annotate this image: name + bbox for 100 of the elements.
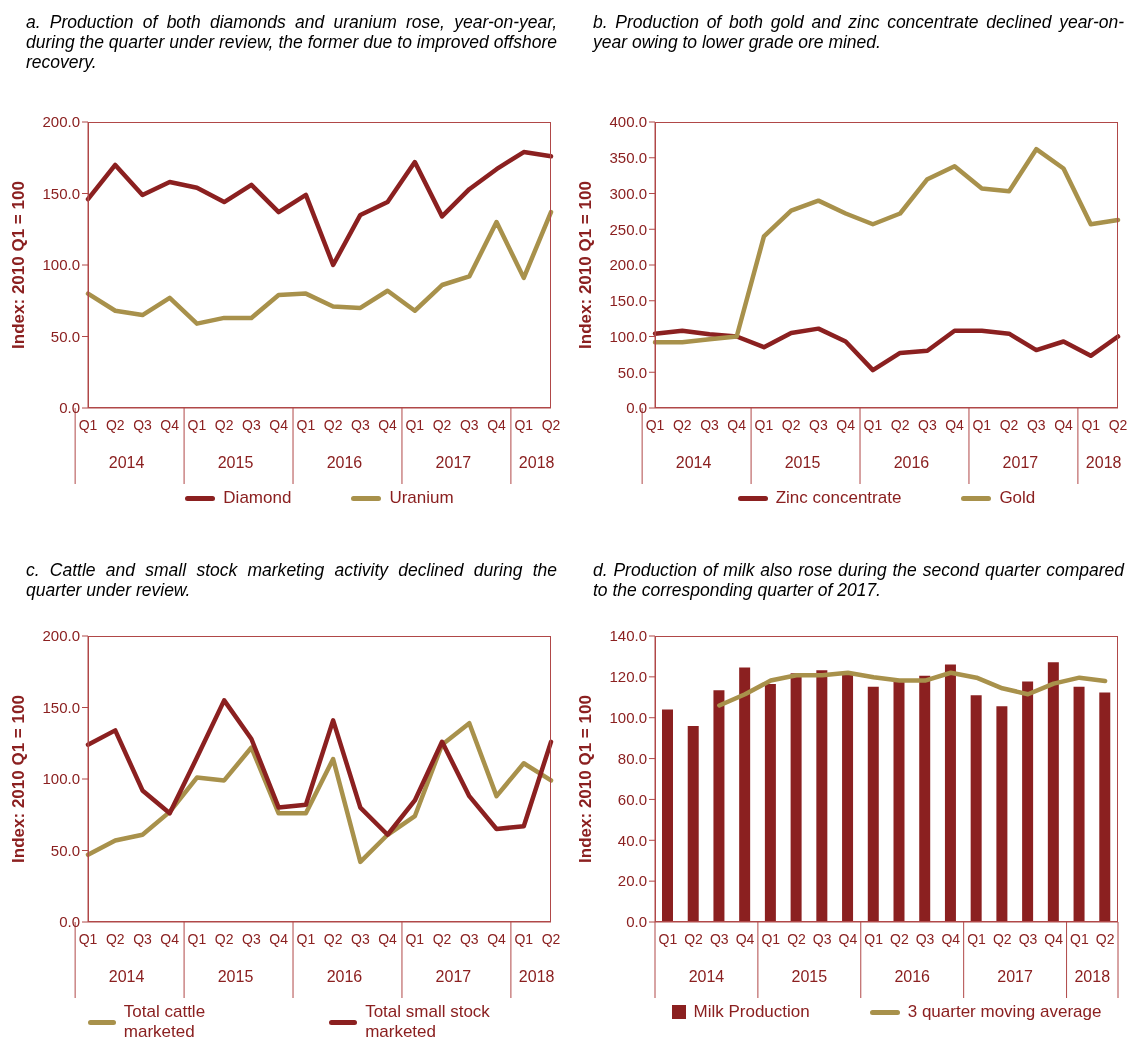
text: 2017 bbox=[997, 968, 1034, 985]
x-tick-label: Q3 bbox=[133, 931, 153, 947]
y-tick-label: 150.0 bbox=[42, 698, 80, 716]
text: 2018 bbox=[518, 454, 555, 471]
x-tick-label: Q2 bbox=[323, 931, 343, 947]
x-tick-label: Q2 bbox=[323, 417, 343, 433]
y-tick-label: 100.0 bbox=[42, 256, 80, 274]
legend-label: Gold bbox=[999, 488, 1036, 508]
x-tick-label: Q3 bbox=[242, 931, 261, 947]
x-tick-label: Q2 bbox=[214, 417, 234, 433]
text: 2015 bbox=[784, 454, 821, 471]
x-tick-label: Q4 bbox=[269, 931, 289, 947]
x-tick-label: Q1 bbox=[405, 931, 425, 947]
x-tick-label: Q1 bbox=[761, 931, 781, 947]
x-tick-label: Q4 bbox=[378, 417, 398, 433]
text: 2017 bbox=[435, 968, 472, 985]
chart-title: d. Production of milk also rose during the second quarter compared to the corresponding quarter of 2017. bbox=[592, 559, 1126, 602]
x-tick-label: Q3 bbox=[709, 931, 729, 947]
x-tick-label: Q2 bbox=[105, 417, 125, 433]
x-tick-label: Q2 bbox=[890, 417, 910, 433]
x-tick-label: Q1 bbox=[78, 931, 98, 947]
x-tick-label: Q2 bbox=[541, 931, 561, 947]
text: 2018 bbox=[1085, 454, 1122, 471]
x-tick-label: Q1 bbox=[78, 417, 98, 433]
x-tick-label: Q3 bbox=[1018, 931, 1038, 947]
x-tick-label: Q2 bbox=[1108, 417, 1128, 433]
text: 2015 bbox=[217, 454, 254, 471]
y-tick-label: 150.0 bbox=[609, 292, 647, 310]
x-tick-label: Q2 bbox=[105, 931, 125, 947]
legend-label: Milk Production bbox=[693, 1002, 810, 1022]
chart-title: a. Production of both diamonds and uranium rose, year-on-year, during the quarter under review, the former due to improved offshore recovery. bbox=[25, 11, 558, 74]
x-tick-label: Q4 bbox=[487, 931, 507, 947]
x-tick-label: Q1 bbox=[972, 417, 992, 433]
text: 2014 bbox=[675, 454, 712, 471]
x-tick-label: Q2 bbox=[781, 417, 801, 433]
x-tick-label: Q1 bbox=[514, 417, 534, 433]
x-tick-label: Q4 bbox=[727, 417, 747, 433]
x-tick-label: Q2 bbox=[999, 417, 1019, 433]
y-tick-label: 120.0 bbox=[609, 668, 647, 686]
legend-label: 3 quarter moving average bbox=[907, 1002, 1102, 1022]
x-tick-label: Q3 bbox=[459, 931, 479, 947]
legend-label: Uranium bbox=[389, 488, 454, 508]
x-tick-label: Q1 bbox=[405, 417, 425, 433]
legend-label: Zinc concentrate bbox=[775, 488, 902, 508]
x-tick-label: Q4 bbox=[1054, 417, 1074, 433]
x-tick-label: Q2 bbox=[432, 417, 452, 433]
y-tick-label: 50.0 bbox=[50, 327, 80, 345]
y-axis-title: Index: 2010 Q1 = 100 bbox=[9, 695, 29, 863]
y-tick-label: 60.0 bbox=[617, 790, 647, 808]
x-tick-label: Q4 bbox=[160, 417, 180, 433]
x-tick-label: Q1 bbox=[1070, 931, 1089, 947]
x-tick-label: Q4 bbox=[487, 417, 507, 433]
text: 2014 bbox=[108, 454, 145, 471]
text: 2017 bbox=[1002, 454, 1039, 471]
y-tick-label: 100.0 bbox=[42, 770, 80, 788]
x-tick-label: Q4 bbox=[941, 931, 961, 947]
x-tick-label: Q4 bbox=[945, 417, 965, 433]
x-tick-label: Q1 bbox=[296, 417, 316, 433]
x-tick-label: Q1 bbox=[187, 417, 207, 433]
y-tick-label: 0.0 bbox=[59, 913, 80, 931]
x-tick-label: Q3 bbox=[915, 931, 935, 947]
x-tick-label: Q4 bbox=[838, 931, 858, 947]
text: 2016 bbox=[894, 968, 931, 985]
y-tick-label: 400.0 bbox=[609, 113, 647, 131]
text: 2015 bbox=[791, 968, 828, 985]
text: 2014 bbox=[108, 968, 145, 985]
y-tick-label: 150.0 bbox=[42, 184, 80, 202]
x-tick-label: Q2 bbox=[432, 931, 452, 947]
x-tick-label: Q2 bbox=[672, 417, 692, 433]
y-axis-title: Index: 2010 Q1 = 100 bbox=[576, 695, 596, 863]
text: 2016 bbox=[326, 968, 363, 985]
x-tick-label: Q4 bbox=[269, 417, 289, 433]
x-tick-label: Q4 bbox=[735, 931, 755, 947]
y-tick-label: 250.0 bbox=[609, 220, 647, 238]
y-tick-label: 80.0 bbox=[617, 749, 647, 767]
x-tick-label: Q2 bbox=[787, 931, 807, 947]
y-axis-title: Index: 2010 Q1 = 100 bbox=[576, 181, 596, 349]
text: 2017 bbox=[435, 454, 472, 471]
x-tick-label: Q1 bbox=[863, 417, 883, 433]
y-tick-label: 0.0 bbox=[626, 399, 647, 417]
y-tick-label: 100.0 bbox=[609, 709, 647, 727]
x-tick-label: Q3 bbox=[812, 931, 832, 947]
x-tick-label: Q3 bbox=[133, 417, 153, 433]
x-tick-label: Q1 bbox=[187, 931, 207, 947]
x-tick-label: Q4 bbox=[378, 931, 398, 947]
x-tick-label: Q2 bbox=[890, 931, 909, 947]
chart-title: b. Production of both gold and zinc concentrate declined year-on-year owing to lower grade ore mined. bbox=[591, 11, 1125, 54]
y-tick-label: 200.0 bbox=[42, 627, 80, 645]
x-tick-label: Q3 bbox=[459, 417, 479, 433]
x-tick-label: Q1 bbox=[1081, 417, 1101, 433]
y-tick-label: 20.0 bbox=[617, 872, 647, 890]
y-tick-label: 140.0 bbox=[609, 627, 647, 645]
x-tick-label: Q1 bbox=[754, 417, 774, 433]
legend-label: Total small stock marketed bbox=[365, 1002, 491, 1042]
x-tick-label: Q3 bbox=[351, 417, 370, 433]
y-tick-label: 100.0 bbox=[609, 327, 647, 345]
x-tick-label: Q3 bbox=[1026, 417, 1046, 433]
x-tick-label: Q3 bbox=[809, 417, 828, 433]
x-tick-label: Q1 bbox=[296, 931, 316, 947]
y-tick-label: 200.0 bbox=[42, 113, 80, 131]
